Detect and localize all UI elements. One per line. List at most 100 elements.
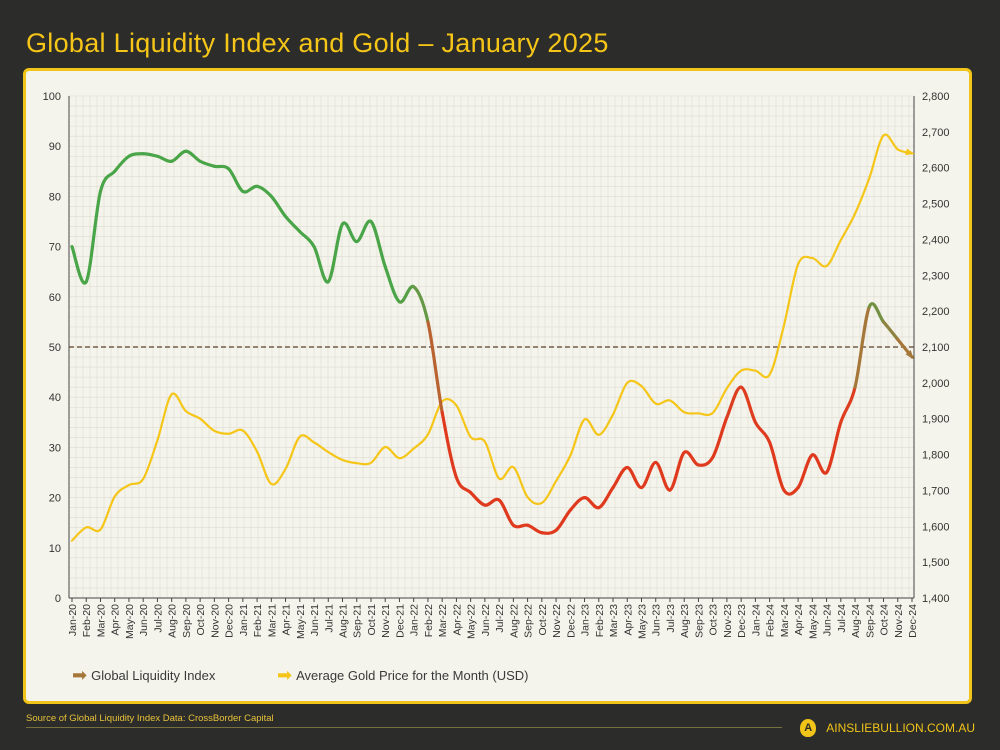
x-tick-label: Aug-22	[508, 604, 520, 638]
x-tick-label: May-20	[124, 604, 136, 639]
gli-line-segment	[440, 410, 459, 480]
x-tick-label: Jul-23	[665, 604, 677, 633]
x-tick-label: Oct-22	[537, 604, 549, 636]
gli-line-segment	[597, 485, 615, 510]
left-tick-label: 100	[43, 91, 61, 103]
x-tick-label: Sep-21	[352, 604, 364, 638]
x-tick-label: Nov-23	[722, 604, 734, 638]
gli-line-segment	[255, 184, 273, 198]
x-tick-label: Apr-22	[451, 604, 463, 636]
gli-arrowhead	[905, 350, 914, 360]
x-tick-label: Jul-24	[836, 604, 848, 633]
right-tick-label: 1,900	[922, 414, 950, 426]
right-tick-label: 1,800	[922, 450, 950, 462]
x-tick-label: Mar-24	[779, 604, 791, 637]
gli-line-segment	[554, 508, 572, 532]
x-tick-label: Nov-22	[551, 604, 563, 638]
gli-line-segment	[654, 460, 672, 492]
x-tick-label: Mar-20	[95, 604, 107, 637]
brand: A AINSLIEBULLION.COM.AU	[800, 719, 975, 737]
gli-line-segment	[141, 152, 160, 158]
x-tick-label: Dec-24	[907, 604, 919, 638]
left-tick-label: 80	[49, 191, 61, 203]
right-tick-label: 2,300	[922, 270, 950, 282]
gold-arrowhead	[905, 148, 915, 155]
x-tick-label: Sep-23	[693, 604, 705, 638]
chart-title: Global Liquidity Index and Gold – Januar…	[26, 28, 609, 58]
left-tick-label: 0	[55, 593, 61, 605]
x-tick-label: May-21	[295, 604, 307, 639]
source-note: Source of Global Liquidity Index Data: C…	[26, 713, 274, 724]
gli-line-segment	[796, 453, 814, 490]
x-tick-label: Oct-21	[366, 604, 378, 636]
x-tick-label: Oct-24	[879, 604, 891, 636]
x-tick-label: May-22	[466, 604, 478, 639]
gli-line-segment	[839, 385, 857, 424]
x-tick-label: Jul-22	[494, 604, 506, 633]
gli-line-segment	[127, 152, 145, 158]
left-tick-label: 50	[49, 342, 61, 354]
gli-line-segment	[326, 222, 345, 284]
right-tick-label: 2,000	[922, 378, 950, 390]
x-tick-label: Feb-23	[594, 604, 606, 637]
legend-label: Average Gold Price for the Month (USD)	[296, 668, 529, 683]
x-tick-label: Dec-20	[224, 604, 236, 638]
left-tick-label: 10	[49, 543, 61, 555]
right-tick-label: 2,600	[922, 163, 950, 175]
x-tick-label: Dec-21	[394, 604, 406, 638]
gli-line-segment	[639, 460, 658, 490]
x-tick-label: Jul-20	[152, 604, 164, 633]
x-tick-label: May-24	[807, 604, 819, 639]
gli-line-segment	[454, 475, 473, 495]
gli-line-segment	[682, 450, 701, 467]
gli-line-segment	[298, 229, 316, 249]
x-tick-label: Jun-20	[138, 604, 150, 636]
x-tick-label: Nov-24	[893, 604, 905, 638]
x-tick-label: Feb-21	[252, 604, 264, 637]
right-tick-label: 1,400	[922, 593, 950, 605]
yellow-arrow-icon: ➡	[277, 665, 293, 685]
gli-line-segment	[483, 497, 501, 507]
grid	[68, 95, 914, 598]
gli-line-segment	[70, 245, 88, 285]
gli-line-segment	[867, 302, 886, 324]
x-tick-label: Nov-20	[209, 604, 221, 638]
gli-line-segment	[753, 420, 772, 444]
gli-line-segment	[782, 485, 800, 496]
x-tick-label: Jan-22	[409, 604, 421, 636]
divider	[26, 727, 782, 728]
x-tick-label: Mar-23	[608, 604, 620, 637]
left-tick-label: 30	[49, 442, 61, 454]
x-tick-label: Sep-20	[181, 604, 193, 638]
x-tick-label: Aug-23	[679, 604, 691, 638]
x-tick-label: Jan-24	[750, 604, 762, 636]
x-tick-label: Feb-20	[81, 604, 93, 637]
x-tick-label: Jan-23	[580, 604, 592, 636]
right-tick-label: 2,100	[922, 342, 950, 354]
brown-arrow-icon: ➡	[72, 665, 88, 685]
left-tick-label: 70	[49, 242, 61, 254]
gli-line-segment	[853, 305, 871, 389]
x-tick-label: Jun-21	[309, 604, 321, 636]
ainslie-logo-icon: A	[800, 719, 817, 737]
x-tick-label: Oct-20	[195, 604, 207, 636]
left-tick-label: 60	[49, 292, 61, 304]
x-tick-label: Feb-22	[423, 604, 435, 637]
gli-line-segment	[824, 420, 843, 475]
right-tick-label: 1,700	[922, 485, 950, 497]
brand-url[interactable]: AINSLIEBULLION.COM.AU	[826, 721, 975, 735]
x-tick-label: Dec-22	[565, 604, 577, 638]
gli-line-segment	[283, 214, 302, 234]
x-tick-label: Aug-21	[338, 604, 350, 638]
x-tick-label: Aug-20	[167, 604, 179, 638]
x-tick-label: May-23	[636, 604, 648, 639]
x-tick-label: Feb-24	[765, 604, 777, 637]
x-tick-label: Oct-23	[708, 604, 720, 636]
gli-line-segment	[568, 496, 587, 512]
x-tick-label: Sep-22	[523, 604, 535, 638]
legend-item-gold: ➡ Average Gold Price for the Month (USD)	[277, 665, 529, 686]
gli-line-segment	[668, 450, 686, 492]
gli-line-segment	[711, 415, 729, 460]
right-tick-label: 2,500	[922, 199, 950, 211]
gli-line-segment	[369, 219, 387, 269]
